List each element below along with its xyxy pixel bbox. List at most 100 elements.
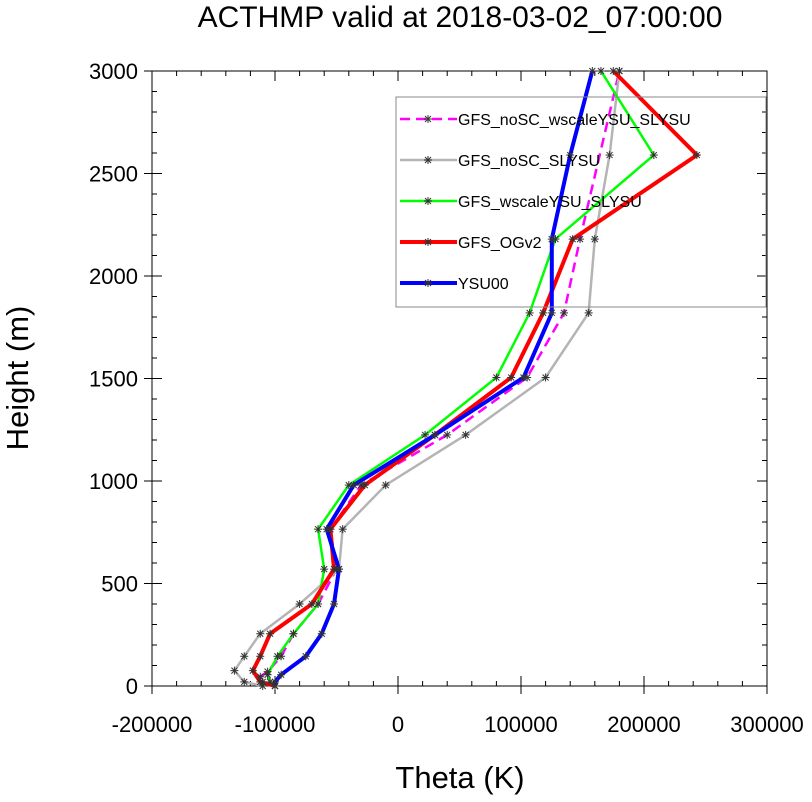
data-point <box>334 565 343 574</box>
data-point <box>314 525 323 534</box>
marker-stroke <box>249 667 257 674</box>
data-point <box>256 652 265 661</box>
marker-stroke <box>693 151 701 159</box>
marker-stroke <box>314 525 322 533</box>
marker-stroke <box>569 235 577 243</box>
marker-stroke <box>616 67 623 75</box>
y-tick-label: 1000 <box>89 469 138 494</box>
data-point <box>273 652 282 661</box>
y-tick-label: 500 <box>101 572 138 597</box>
x-tick-label: -200000 <box>112 712 193 737</box>
data-point <box>277 670 286 679</box>
marker-stroke <box>588 67 596 75</box>
marker-stroke <box>431 431 439 439</box>
data-point <box>525 308 534 317</box>
data-point <box>322 525 331 534</box>
data-point <box>461 430 470 439</box>
data-point <box>492 373 501 382</box>
marker-stroke <box>271 678 279 686</box>
marker-stroke <box>591 235 599 243</box>
legend-marker <box>424 197 432 205</box>
data-point <box>289 629 298 638</box>
data-point <box>590 235 599 244</box>
data-point <box>519 373 528 382</box>
marker-stroke <box>493 374 500 381</box>
y-tick-label: 3000 <box>89 59 138 84</box>
marker-stroke <box>361 481 369 489</box>
data-point <box>301 652 310 661</box>
marker-stroke <box>606 151 613 159</box>
marker-stroke <box>314 600 322 608</box>
plot-area: -200000 -100000 0 100000 200000 300000 0 500 100… <box>89 59 804 737</box>
marker-stroke <box>462 431 470 439</box>
marker-stroke <box>308 600 316 608</box>
y-axis-label: Height (m) <box>0 306 35 451</box>
marker-stroke <box>507 374 515 381</box>
data-point <box>596 67 605 75</box>
marker-stroke <box>339 525 347 533</box>
marker-stroke <box>323 525 331 533</box>
y-tick-label: 2500 <box>89 162 138 187</box>
y-tick-label: 0 <box>126 674 138 699</box>
marker-stroke <box>302 652 310 660</box>
data-point <box>692 151 701 160</box>
data-point <box>547 308 556 317</box>
marker-stroke <box>650 151 658 159</box>
marker-stroke <box>256 652 264 660</box>
marker-stroke <box>609 67 617 75</box>
marker-stroke <box>597 67 605 75</box>
data-point <box>307 600 316 608</box>
marker-stroke <box>240 678 248 686</box>
data-point <box>317 629 326 638</box>
marker-stroke <box>318 630 326 638</box>
marker-stroke <box>335 565 343 573</box>
marker-stroke <box>277 671 285 679</box>
data-point <box>541 373 550 382</box>
legend-box <box>395 96 767 308</box>
y-tick-label: 1500 <box>89 367 138 392</box>
x-axis-label: Theta (K) <box>395 760 524 795</box>
marker-stroke <box>274 652 281 660</box>
x-tick-label: 200000 <box>607 712 680 737</box>
data-point <box>271 677 279 686</box>
data-point <box>649 151 658 160</box>
legend-label-3: GFS_OGv2 <box>458 235 542 252</box>
data-point <box>421 430 430 439</box>
chart-title: ACTHMP valid at 2018-03-02_07:00:00 <box>198 1 723 34</box>
marker-stroke <box>256 678 264 686</box>
data-point <box>576 235 585 244</box>
data-point <box>609 67 618 75</box>
legend-label-0: GFS_noSC_wscaleYSU_SLYSU <box>458 112 691 129</box>
marker-stroke <box>542 374 549 381</box>
data-point <box>230 666 239 675</box>
marker-stroke <box>421 431 429 439</box>
data-point <box>605 151 614 160</box>
legend-marker <box>424 279 432 287</box>
marker-stroke <box>296 600 303 608</box>
marker-stroke <box>382 481 390 489</box>
legend-label-4: YSU00 <box>458 276 509 293</box>
marker-stroke <box>259 682 267 690</box>
data-point <box>430 430 439 439</box>
marker-stroke <box>256 630 264 638</box>
marker-stroke <box>548 309 556 317</box>
data-point <box>240 652 249 661</box>
marker-stroke <box>585 309 593 317</box>
data-point <box>256 677 265 686</box>
data-point <box>360 481 369 490</box>
data-point <box>588 67 597 75</box>
marker-stroke <box>320 565 328 573</box>
y-tick-label: 2000 <box>89 264 138 289</box>
marker-stroke <box>576 235 584 243</box>
marker-stroke <box>424 197 432 205</box>
marker-stroke <box>345 481 353 489</box>
marker-stroke <box>350 481 358 489</box>
data-point <box>584 308 593 317</box>
data-point <box>256 629 265 638</box>
marker-stroke <box>560 309 568 317</box>
marker-stroke <box>443 431 451 439</box>
data-point <box>568 235 577 244</box>
x-tick-label: 0 <box>392 712 404 737</box>
data-point <box>263 670 272 679</box>
